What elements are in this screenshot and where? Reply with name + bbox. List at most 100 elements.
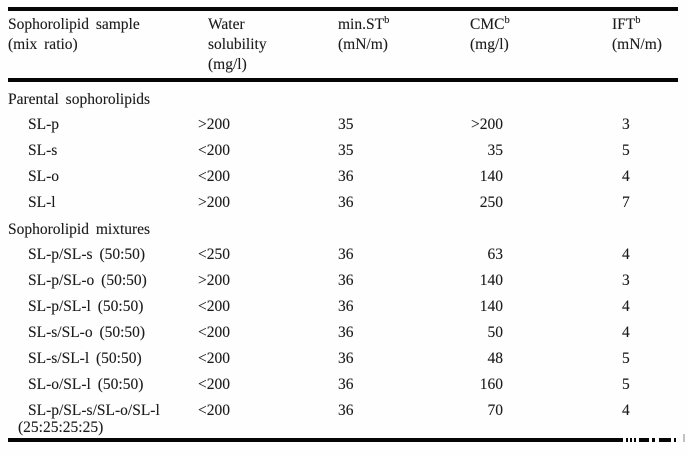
sophorolipid-properties-table: Sophorolipid sample (mix ratio) Water so… [8, 11, 678, 441]
header-line: (mix ratio) [8, 36, 78, 53]
min-st-cell: 36 [338, 246, 354, 263]
table-row: SL-p/SL-o (50:50) >200 36 140 3 [8, 268, 678, 294]
ift-cell: 4 [622, 298, 630, 315]
table-row: SL-l >200 36 250 7 [8, 190, 678, 216]
header-unit: (mg/l) [470, 36, 509, 53]
min-st-cell: 36 [338, 272, 354, 289]
sample-cell: SL-s [28, 142, 58, 159]
water-solubility-cell: >200 [198, 272, 230, 289]
min-st-cell: 36 [338, 376, 354, 393]
table-bottom-rule [8, 438, 616, 442]
ift-cell: 7 [622, 194, 630, 211]
sample-cell: SL-l [28, 194, 56, 211]
table-row: SL-s <200 35 35 5 [8, 138, 678, 164]
table-row: SL-p/SL-l (50:50) <200 36 140 4 [8, 294, 678, 320]
water-solubility-cell: <200 [198, 376, 230, 393]
min-st-cell: 36 [338, 194, 354, 211]
scan-artifact-tick [683, 434, 685, 442]
min-st-cell: 35 [338, 116, 354, 133]
ift-cell: 3 [622, 272, 630, 289]
min-st-cell: 36 [338, 324, 354, 341]
min-st-cell: 35 [338, 142, 354, 159]
section-title: Sophorolipid mixtures [8, 221, 151, 238]
min-st-cell: 36 [338, 402, 354, 419]
ift-cell: 4 [622, 246, 630, 263]
cmc-cell: >200 [471, 116, 503, 133]
footnote-marker: b [635, 14, 641, 26]
cmc-cell: 160 [479, 376, 503, 393]
header-water-solubility-column: Water solubility (mg/l) [198, 11, 330, 82]
header-ift-column: IFTb (mN/m) [600, 11, 678, 82]
table-row: SL-o <200 36 140 4 [8, 164, 678, 190]
water-solubility-cell: <200 [198, 350, 230, 367]
header-line: min.STb [338, 15, 462, 35]
header-line: CMCb [470, 15, 600, 35]
min-st-cell: 36 [338, 350, 354, 367]
cmc-cell: 250 [479, 194, 503, 211]
water-solubility-cell: >200 [198, 116, 230, 133]
sample-cell: SL-p/SL-s/SL-o/SL-l (25:25:25:25) [8, 398, 198, 441]
water-solubility-cell: <200 [198, 142, 230, 159]
footnote-marker: b [504, 14, 510, 26]
water-solubility-cell: <200 [198, 324, 230, 341]
cmc-cell: 70 [487, 402, 504, 419]
sample-cell: SL-s/SL-l (50:50) [28, 350, 142, 367]
cmc-cell: 35 [487, 142, 504, 159]
water-solubility-cell: <200 [198, 298, 230, 315]
header-line: IFTb [612, 15, 678, 35]
water-solubility-cell: <200 [198, 402, 230, 419]
ift-cell: 4 [622, 168, 630, 185]
table-row: SL-s/SL-o (50:50) <200 36 50 4 [8, 320, 678, 346]
min-st-cell: 36 [338, 168, 354, 185]
sample-cell: SL-p/SL-l (50:50) [28, 298, 144, 315]
table-top-rule [8, 7, 678, 11]
sample-cell: SL-p/SL-o (50:50) [28, 272, 147, 289]
sample-name-line: SL-p/SL-s/SL-o/SL-l [28, 402, 160, 419]
section-header-mixtures: Sophorolipid mixtures [8, 216, 678, 242]
table-row: SL-o/SL-l (50:50) <200 36 160 5 [8, 372, 678, 398]
header-ift-label: IFT [612, 16, 636, 33]
sample-cell: SL-p [28, 116, 59, 133]
header-min-st-label: min.ST [338, 16, 385, 33]
sample-cell: SL-s/SL-o (50:50) [28, 324, 146, 341]
cmc-cell: 50 [487, 324, 504, 341]
table-header-rule [8, 78, 678, 82]
cmc-cell: 140 [479, 168, 503, 185]
header-min-st-column: min.STb (mN/m) [330, 11, 462, 82]
sample-cell: SL-o/SL-l (50:50) [28, 376, 144, 393]
ift-cell: 3 [622, 116, 630, 133]
section-header-parental: Parental sophorolipids [8, 82, 678, 112]
section-title: Parental sophorolipids [8, 91, 151, 108]
cmc-cell: 63 [487, 246, 504, 263]
header-unit: (mN/m) [612, 36, 662, 53]
header-row: Sophorolipid sample (mix ratio) Water so… [8, 11, 678, 82]
sample-ratio-line: (25:25:25:25) [18, 419, 104, 436]
header-line: Water [208, 16, 245, 33]
ift-cell: 4 [622, 324, 630, 341]
table-row: SL-p/SL-s (50:50) <250 36 63 4 [8, 242, 678, 268]
table-row: SL-p/SL-s/SL-o/SL-l (25:25:25:25) <200 3… [8, 398, 678, 441]
cmc-cell: 140 [479, 298, 503, 315]
water-solubility-cell: <200 [198, 168, 230, 185]
header-cmc-label: CMC [470, 16, 505, 33]
header-line: solubility [208, 36, 267, 53]
table-row: SL-p >200 35 >200 3 [8, 112, 678, 138]
ift-cell: 5 [622, 376, 630, 393]
footnote-marker: b [384, 14, 390, 26]
water-solubility-cell: <250 [198, 246, 230, 263]
cmc-cell: 48 [487, 350, 504, 367]
ift-cell: 4 [622, 402, 630, 419]
header-cmc-column: CMCb (mg/l) [462, 11, 600, 82]
sample-cell: SL-p/SL-s (50:50) [28, 246, 146, 263]
scan-artifact-dashed-rule [616, 438, 680, 442]
header-sample-column: Sophorolipid sample (mix ratio) [8, 11, 198, 82]
cmc-cell: 140 [479, 272, 503, 289]
header-line: (mg/l) [208, 56, 247, 73]
min-st-cell: 36 [338, 298, 354, 315]
header-unit: (mN/m) [338, 36, 388, 53]
water-solubility-cell: >200 [198, 194, 230, 211]
header-line: Sophorolipid sample [8, 16, 140, 33]
ift-cell: 5 [622, 142, 630, 159]
table-row: SL-s/SL-l (50:50) <200 36 48 5 [8, 346, 678, 372]
